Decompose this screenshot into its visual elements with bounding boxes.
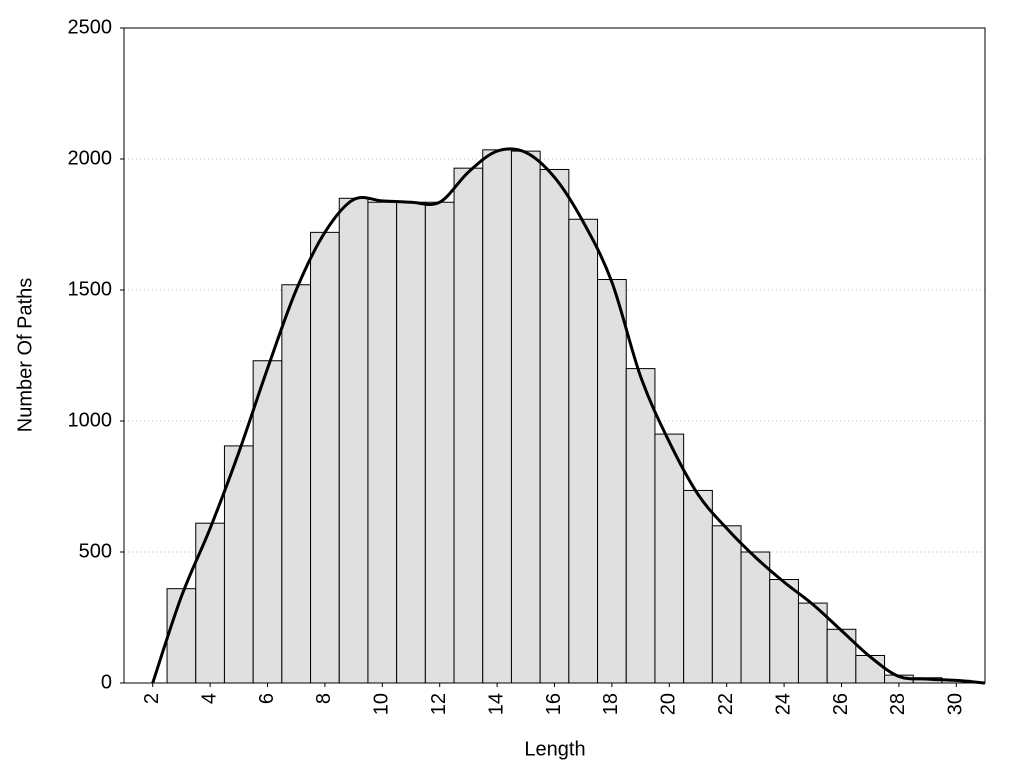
x-tick-label: 8 xyxy=(313,693,335,704)
bar xyxy=(396,201,426,684)
y-tick-label: 1500 xyxy=(68,278,113,300)
bar xyxy=(654,433,685,684)
x-axis-label: Length xyxy=(524,738,585,760)
bar xyxy=(281,284,312,684)
bar xyxy=(683,489,713,684)
x-tick-label: 14 xyxy=(485,693,507,715)
bar xyxy=(195,522,225,684)
bar xyxy=(568,218,599,684)
bar xyxy=(424,201,455,684)
y-tick-label: 2000 xyxy=(68,147,113,169)
bar xyxy=(625,368,656,684)
bar xyxy=(482,149,512,684)
y-tick-label: 1000 xyxy=(68,409,113,431)
plot-frame xyxy=(123,27,986,684)
y-tick-label: 0 xyxy=(101,671,112,693)
bar xyxy=(310,231,340,684)
bar xyxy=(826,628,857,684)
x-tick-label: 28 xyxy=(887,693,909,715)
x-tick-label: 12 xyxy=(428,693,450,715)
x-tick-label: 30 xyxy=(945,693,967,715)
x-tick-label: 24 xyxy=(772,693,794,715)
x-tick-label: 26 xyxy=(830,693,852,715)
x-tick-label: 2 xyxy=(141,693,163,704)
bar xyxy=(539,168,570,684)
bar xyxy=(252,360,283,684)
bar xyxy=(769,579,799,684)
trend-line xyxy=(151,147,986,685)
bar xyxy=(166,588,197,684)
x-tick-label: 16 xyxy=(543,693,565,715)
bar xyxy=(597,279,627,684)
y-axis-label: Number Of Paths xyxy=(14,278,36,433)
x-tick-label: 4 xyxy=(198,693,220,704)
x-tick-label: 20 xyxy=(658,693,680,715)
x-tick-label: 10 xyxy=(371,693,393,715)
x-tick-label: 18 xyxy=(600,693,622,715)
y-tick-label: 2500 xyxy=(68,16,113,38)
bar xyxy=(855,654,886,684)
x-tick-label: 22 xyxy=(715,693,737,715)
bar xyxy=(711,525,742,684)
bar xyxy=(338,197,369,684)
bar xyxy=(740,551,771,684)
x-tick-label: 6 xyxy=(256,693,278,704)
bar xyxy=(367,201,398,684)
bar xyxy=(510,150,541,684)
bar xyxy=(453,167,484,684)
y-tick-label: 500 xyxy=(79,540,112,562)
